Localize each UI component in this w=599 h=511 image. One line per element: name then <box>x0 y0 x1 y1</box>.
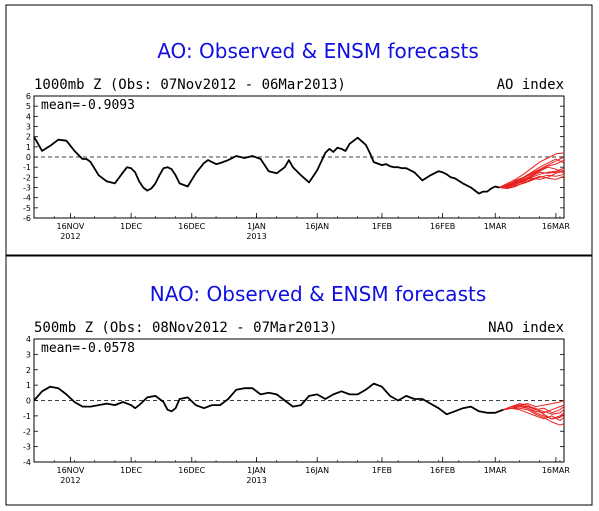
ao-panel-frame <box>5 4 593 256</box>
ao-ytick-label: 3 <box>26 123 31 132</box>
ao-ytick-label: 4 <box>26 112 31 121</box>
ao-forecast-member-line <box>499 156 565 188</box>
ao-ytick-label: -4 <box>23 194 31 203</box>
ao-xtick-label: 2012 <box>60 232 80 241</box>
ao-xtick-label: 16NOV <box>57 222 85 231</box>
ao-subtitle: 1000mb Z (Obs: 07Nov2012 - 06Mar2013) <box>34 77 346 93</box>
ao-xtick-label: 2013 <box>246 232 266 241</box>
ao-ytick-label: 6 <box>26 92 31 101</box>
nao-ytick-label: 3 <box>26 350 31 359</box>
nao-index-label: NAO index <box>488 320 564 336</box>
ao-panel: AO: Observed & ENSM forecasts 1000mb Z (… <box>5 4 593 256</box>
nao-ytick-label: 1 <box>26 381 31 390</box>
nao-title: NAO: Observed & ENSM forecasts <box>150 282 487 306</box>
nao-ytick-label: -3 <box>23 443 31 452</box>
nao-xtick-label: 1MAR <box>484 466 507 475</box>
nao-ytick-label: 4 <box>26 335 31 344</box>
ao-ytick-label: 0 <box>26 153 31 162</box>
nao-xtick-label: 2012 <box>60 476 80 485</box>
ao-index-label: AO index <box>497 77 564 93</box>
ao-ytick-label: -5 <box>23 204 31 213</box>
ao-forecast-member-line <box>499 170 565 188</box>
nao-ytick-label: 2 <box>26 366 31 375</box>
nao-forecast-member-line <box>503 407 565 422</box>
nao-xtick-label: 16DEC <box>178 466 205 475</box>
nao-xtick-label: 2013 <box>246 476 266 485</box>
ao-title: AO: Observed & ENSM forecasts <box>157 39 479 63</box>
ao-ytick-label: 2 <box>26 133 31 142</box>
nao-xtick-label: 16FEB <box>430 466 455 475</box>
ao-ytick-label: 5 <box>26 102 31 111</box>
nao-observed-line <box>33 382 504 416</box>
nao-forecast-member-line <box>503 406 565 415</box>
ao-ytick-label: -2 <box>23 173 31 182</box>
ao-xtick-label: 16FEB <box>430 222 455 231</box>
ao-xtick-label: 16JAN <box>305 222 329 231</box>
nao-mean-label: mean=-0.0578 <box>41 341 135 356</box>
nao-xtick-label: 1JAN <box>247 466 266 475</box>
ao-ytick-label: -6 <box>23 214 31 223</box>
ao-xtick-label: 1DEC <box>120 222 142 231</box>
nao-ytick-label: 0 <box>26 397 31 406</box>
nao-xtick-label: 16JAN <box>305 466 329 475</box>
ao-observed-line <box>33 136 500 195</box>
nao-forecast-member-line <box>503 404 565 420</box>
ao-xtick-label: 1JAN <box>247 222 266 231</box>
ao-ytick-label: -1 <box>23 163 31 172</box>
nao-xtick-label: 1FEB <box>372 466 392 475</box>
ao-xtick-label: 16MAR <box>542 222 571 231</box>
nao-xtick-label: 1DEC <box>120 466 142 475</box>
ao-forecast-member-line <box>499 169 565 188</box>
ao-xtick-label: 1FEB <box>372 222 392 231</box>
ao-xtick-label: 1MAR <box>484 222 507 231</box>
nao-ytick-label: -2 <box>23 427 31 436</box>
ao-ytick-label: 1 <box>26 143 31 152</box>
nao-ytick-label: -1 <box>23 412 31 421</box>
nao-panel: NAO: Observed & ENSM forecasts 500mb Z (… <box>5 255 593 506</box>
nao-subtitle: 500mb Z (Obs: 08Nov2012 - 07Mar2013) <box>34 320 337 336</box>
nao-panel-frame <box>5 255 593 506</box>
nao-xtick-label: 16NOV <box>57 466 85 475</box>
ao-forecast-member-line <box>499 175 565 190</box>
ao-mean-label: mean=-0.9093 <box>41 98 135 113</box>
ao-ytick-label: -3 <box>23 184 31 193</box>
ao-forecast-member-line <box>499 159 565 188</box>
nao-ytick-label: -4 <box>23 458 31 467</box>
nao-xtick-label: 16MAR <box>542 466 571 475</box>
ao-xtick-label: 16DEC <box>178 222 205 231</box>
ao-forecast-member-line <box>499 152 565 188</box>
